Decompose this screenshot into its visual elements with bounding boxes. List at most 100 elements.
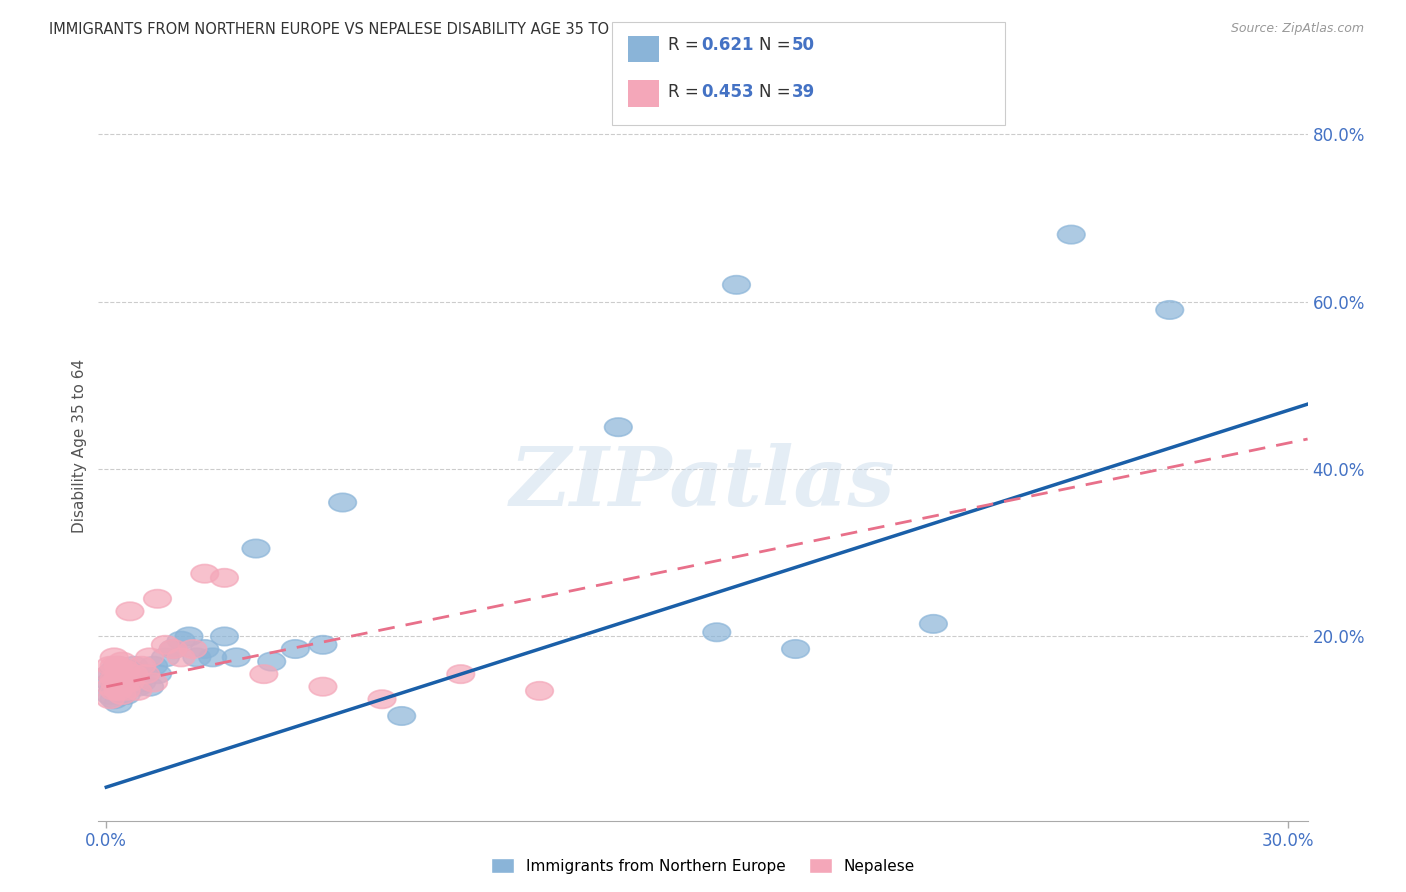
- Ellipse shape: [104, 657, 132, 675]
- Ellipse shape: [97, 673, 124, 691]
- Ellipse shape: [388, 706, 416, 725]
- Ellipse shape: [124, 681, 152, 700]
- Ellipse shape: [309, 636, 336, 654]
- Ellipse shape: [176, 627, 202, 646]
- Text: IMMIGRANTS FROM NORTHERN EUROPE VS NEPALESE DISABILITY AGE 35 TO 64 CORRELATION : IMMIGRANTS FROM NORTHERN EUROPE VS NEPAL…: [49, 22, 794, 37]
- Ellipse shape: [139, 673, 167, 691]
- Ellipse shape: [120, 657, 148, 675]
- Ellipse shape: [97, 678, 124, 696]
- Ellipse shape: [309, 678, 336, 696]
- Ellipse shape: [526, 681, 554, 700]
- Text: R =: R =: [668, 36, 704, 54]
- Ellipse shape: [117, 602, 143, 621]
- Ellipse shape: [159, 640, 187, 658]
- Ellipse shape: [191, 565, 218, 582]
- Ellipse shape: [920, 615, 948, 633]
- Ellipse shape: [242, 540, 270, 558]
- Ellipse shape: [198, 648, 226, 666]
- Ellipse shape: [104, 673, 132, 691]
- Text: N =: N =: [759, 83, 796, 101]
- Ellipse shape: [782, 640, 810, 658]
- Ellipse shape: [143, 590, 172, 608]
- Ellipse shape: [100, 669, 128, 688]
- Ellipse shape: [1156, 301, 1184, 319]
- Ellipse shape: [100, 657, 128, 675]
- Ellipse shape: [104, 681, 132, 700]
- Ellipse shape: [97, 665, 124, 683]
- Ellipse shape: [97, 657, 124, 675]
- Ellipse shape: [1057, 226, 1085, 244]
- Ellipse shape: [257, 652, 285, 671]
- Ellipse shape: [104, 669, 132, 688]
- Text: 0.453: 0.453: [702, 83, 754, 101]
- Legend: Immigrants from Northern Europe, Nepalese: Immigrants from Northern Europe, Nepales…: [485, 852, 921, 880]
- Ellipse shape: [139, 657, 167, 675]
- Ellipse shape: [167, 648, 195, 666]
- Ellipse shape: [136, 678, 163, 696]
- Ellipse shape: [329, 493, 356, 512]
- Ellipse shape: [100, 648, 128, 666]
- Ellipse shape: [100, 681, 128, 700]
- Ellipse shape: [112, 678, 139, 696]
- Ellipse shape: [159, 640, 187, 658]
- Ellipse shape: [368, 690, 395, 708]
- Ellipse shape: [104, 657, 132, 675]
- Ellipse shape: [112, 661, 139, 679]
- Ellipse shape: [191, 640, 218, 658]
- Ellipse shape: [120, 665, 148, 683]
- Ellipse shape: [112, 673, 139, 691]
- Ellipse shape: [120, 665, 148, 683]
- Ellipse shape: [112, 681, 139, 700]
- Ellipse shape: [128, 673, 156, 691]
- Ellipse shape: [97, 690, 124, 708]
- Text: R =: R =: [668, 83, 704, 101]
- Ellipse shape: [152, 648, 179, 666]
- Text: 0.621: 0.621: [702, 36, 754, 54]
- Ellipse shape: [100, 690, 128, 708]
- Text: ZIPatlas: ZIPatlas: [510, 443, 896, 524]
- Ellipse shape: [108, 665, 136, 683]
- Text: Source: ZipAtlas.com: Source: ZipAtlas.com: [1230, 22, 1364, 36]
- Ellipse shape: [179, 640, 207, 658]
- Ellipse shape: [167, 632, 195, 650]
- Ellipse shape: [104, 681, 132, 700]
- Ellipse shape: [250, 665, 277, 683]
- Ellipse shape: [124, 678, 152, 696]
- Ellipse shape: [112, 686, 139, 705]
- Ellipse shape: [136, 648, 163, 666]
- Ellipse shape: [117, 661, 143, 679]
- Ellipse shape: [112, 669, 139, 688]
- Y-axis label: Disability Age 35 to 64: Disability Age 35 to 64: [72, 359, 87, 533]
- Ellipse shape: [132, 665, 159, 683]
- Text: N =: N =: [759, 36, 796, 54]
- Ellipse shape: [117, 673, 143, 691]
- Ellipse shape: [183, 648, 211, 666]
- Ellipse shape: [100, 678, 128, 696]
- Text: 39: 39: [792, 83, 815, 101]
- Ellipse shape: [100, 661, 128, 679]
- Ellipse shape: [117, 673, 143, 691]
- Ellipse shape: [108, 665, 136, 683]
- Ellipse shape: [104, 669, 132, 688]
- Ellipse shape: [100, 673, 128, 691]
- Ellipse shape: [152, 636, 179, 654]
- Ellipse shape: [211, 568, 238, 587]
- Ellipse shape: [108, 652, 136, 671]
- Ellipse shape: [605, 418, 633, 436]
- Ellipse shape: [100, 669, 128, 688]
- Ellipse shape: [108, 673, 136, 691]
- Ellipse shape: [128, 657, 156, 675]
- Ellipse shape: [108, 686, 136, 705]
- Ellipse shape: [104, 694, 132, 713]
- Ellipse shape: [108, 678, 136, 696]
- Ellipse shape: [97, 665, 124, 683]
- Text: 50: 50: [792, 36, 814, 54]
- Ellipse shape: [97, 686, 124, 705]
- Ellipse shape: [447, 665, 475, 683]
- Ellipse shape: [108, 686, 136, 705]
- Ellipse shape: [211, 627, 238, 646]
- Ellipse shape: [143, 665, 172, 683]
- Ellipse shape: [132, 665, 159, 683]
- Ellipse shape: [703, 624, 731, 641]
- Ellipse shape: [723, 276, 751, 294]
